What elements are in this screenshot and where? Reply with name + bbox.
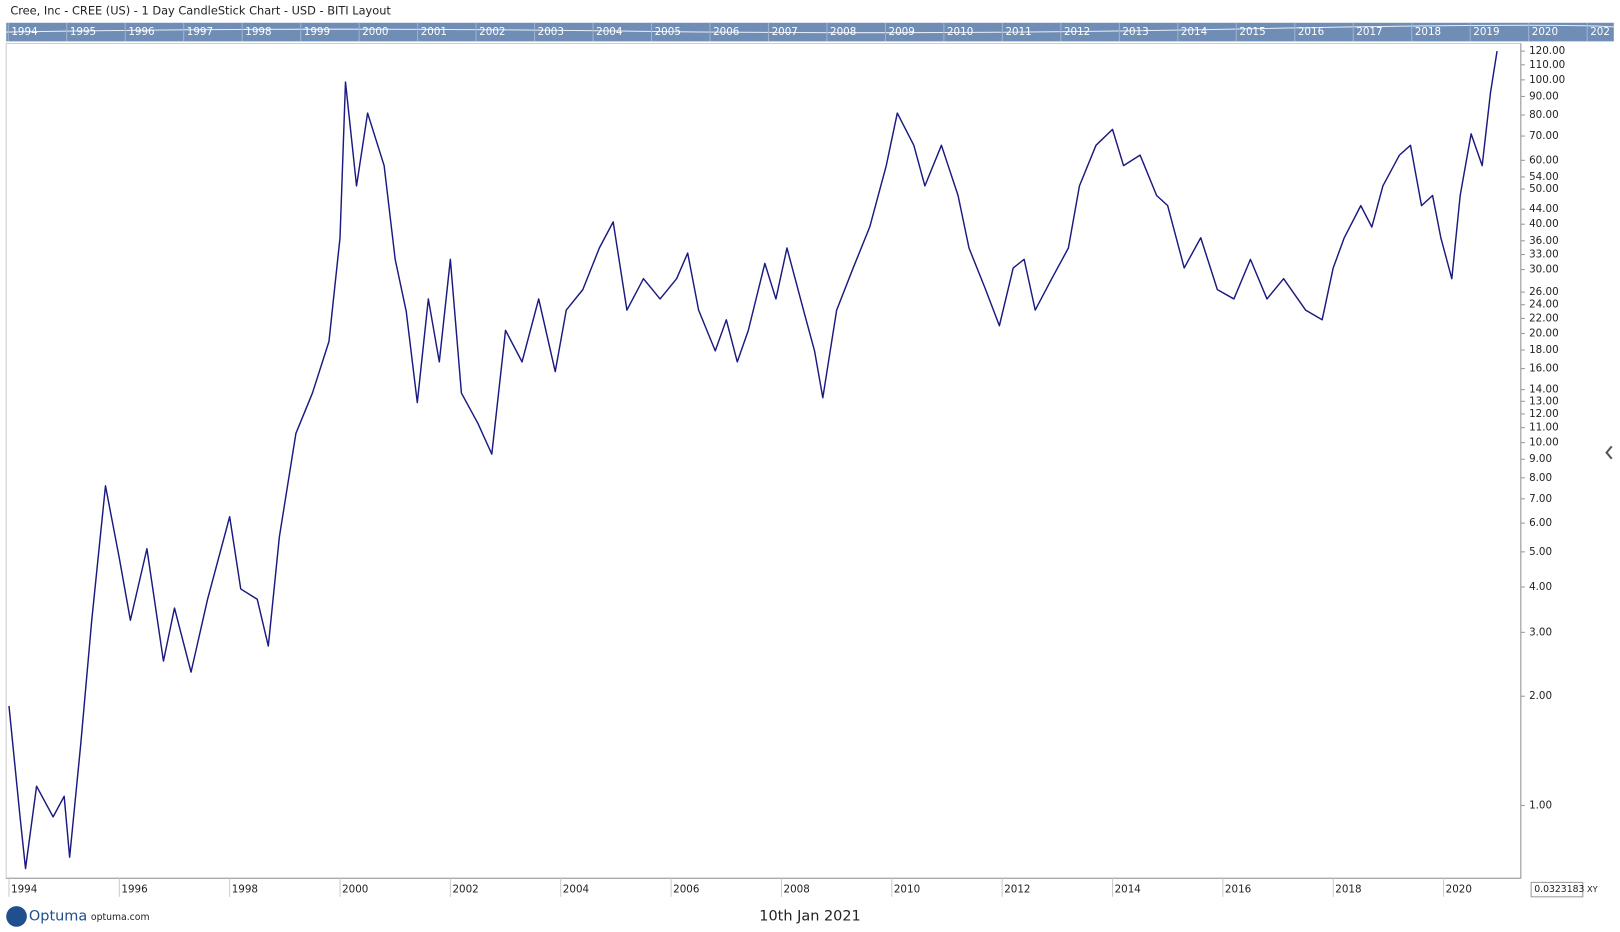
window-title: Cree, Inc - CREE (US) - 1 Day CandleStic… — [10, 3, 391, 17]
y-tick-label: 2.00 — [1529, 690, 1552, 702]
x-tick-label: 2010 — [894, 884, 920, 896]
x-tick-label: 2016 — [1225, 884, 1251, 896]
navigator-year: 2017 — [1356, 26, 1382, 38]
mode-toggle[interactable]: XY — [1587, 884, 1599, 894]
navigator-year: 2014 — [1181, 26, 1207, 38]
brand: Optuma — [29, 908, 87, 924]
navigator-year: 2018 — [1415, 26, 1441, 38]
y-tick-label: 60.00 — [1529, 154, 1559, 166]
navigator-year: 2004 — [596, 26, 622, 38]
navigator-year: 2016 — [1298, 26, 1324, 38]
y-tick-label: 14.00 — [1529, 384, 1559, 396]
y-tick-label: 4.00 — [1529, 581, 1552, 593]
y-tick-label: 80.00 — [1529, 109, 1559, 121]
navigator-year: 2006 — [713, 26, 739, 38]
y-tick-label: 9.00 — [1529, 453, 1552, 465]
y-tick-label: 13.00 — [1529, 395, 1559, 407]
crosshair-value: 0.0323183 — [1534, 884, 1584, 895]
navigator-year: 2020 — [1532, 26, 1558, 38]
y-tick-label: 3.00 — [1529, 626, 1552, 638]
y-tick-label: 30.00 — [1529, 264, 1559, 276]
y-tick-label: 40.00 — [1529, 218, 1559, 230]
y-tick-label: 36.00 — [1529, 235, 1559, 247]
y-tick-label: 16.00 — [1529, 363, 1559, 375]
navigator-year: 1996 — [128, 26, 154, 38]
y-tick-label: 70.00 — [1529, 130, 1559, 142]
x-tick-label: 2004 — [563, 884, 589, 896]
navigator-year: 2005 — [655, 26, 681, 38]
y-tick-label: 54.00 — [1529, 171, 1559, 183]
crosshair-box[interactable] — [1530, 881, 1584, 898]
x-tick-label: 2018 — [1335, 884, 1361, 896]
y-tick-label: 22.00 — [1529, 312, 1559, 324]
y-tick-label: 120.00 — [1529, 45, 1565, 57]
x-tick-label: 1996 — [121, 884, 147, 896]
navigator-year: 2013 — [1122, 26, 1148, 38]
x-tick-label: 1994 — [11, 884, 37, 896]
navigator-year: 2002 — [479, 26, 505, 38]
navigator-line — [6, 24, 1614, 34]
y-tick-label: 11.00 — [1529, 422, 1559, 434]
y-tick-label: 5.00 — [1529, 546, 1552, 558]
navigator-year: 2000 — [362, 26, 388, 38]
x-tick-label: 2020 — [1446, 884, 1472, 896]
y-tick-label: 50.00 — [1529, 183, 1559, 195]
navigator-year: 2001 — [421, 26, 447, 38]
y-tick-label: 20.00 — [1529, 327, 1559, 339]
y-tick-label: 10.00 — [1529, 437, 1559, 449]
x-tick-label: 2012 — [1004, 884, 1030, 896]
navigator-year: 1997 — [187, 26, 213, 38]
navigator-year: 1994 — [11, 26, 37, 38]
brand-logo — [6, 906, 27, 927]
navigator-year: 2007 — [772, 26, 798, 38]
chart-date: 10th Jan 2021 — [759, 908, 860, 924]
y-tick-label: 100.00 — [1529, 74, 1565, 86]
brand-site: optuma.com — [91, 912, 150, 923]
navigator-year: 2003 — [538, 26, 564, 38]
navigator-year: 1995 — [70, 26, 96, 38]
x-tick-label: 2008 — [784, 884, 810, 896]
y-tick-label: 33.00 — [1529, 249, 1559, 261]
navigator-year: 1999 — [304, 26, 330, 38]
y-tick-label: 24.00 — [1529, 299, 1559, 311]
navigator-year: 2019 — [1473, 26, 1499, 38]
y-tick-label: 110.00 — [1529, 59, 1565, 71]
y-tick-label: 6.00 — [1529, 517, 1552, 529]
y-tick-label: 44.00 — [1529, 203, 1559, 215]
x-tick-label: 1998 — [232, 884, 258, 896]
navigator-year: 2015 — [1239, 26, 1265, 38]
price-line — [8, 50, 1498, 870]
x-tick-label: 2014 — [1115, 884, 1141, 896]
navigator-year: 2011 — [1005, 26, 1031, 38]
navigator-year: 2009 — [889, 26, 915, 38]
y-tick-label: 90.00 — [1529, 90, 1559, 102]
navigator-year: 2012 — [1064, 26, 1090, 38]
y-tick-label: 7.00 — [1529, 493, 1552, 505]
y-tick-label: 12.00 — [1529, 408, 1559, 420]
y-tick-label: 1.00 — [1529, 799, 1552, 811]
navigator-year: 2010 — [947, 26, 973, 38]
navigator-year: 1998 — [245, 26, 271, 38]
navigator-year: 202 — [1590, 26, 1610, 38]
x-tick-label: 2006 — [673, 884, 699, 896]
y-tick-label: 8.00 — [1529, 472, 1552, 484]
navigator-year: 2008 — [830, 26, 856, 38]
collapse-panel[interactable] — [1605, 445, 1613, 460]
x-tick-label: 2000 — [342, 884, 368, 896]
y-tick-label: 26.00 — [1529, 286, 1559, 298]
y-tick-label: 18.00 — [1529, 344, 1559, 356]
navigator[interactable] — [6, 22, 1614, 42]
x-tick-label: 2002 — [452, 884, 478, 896]
